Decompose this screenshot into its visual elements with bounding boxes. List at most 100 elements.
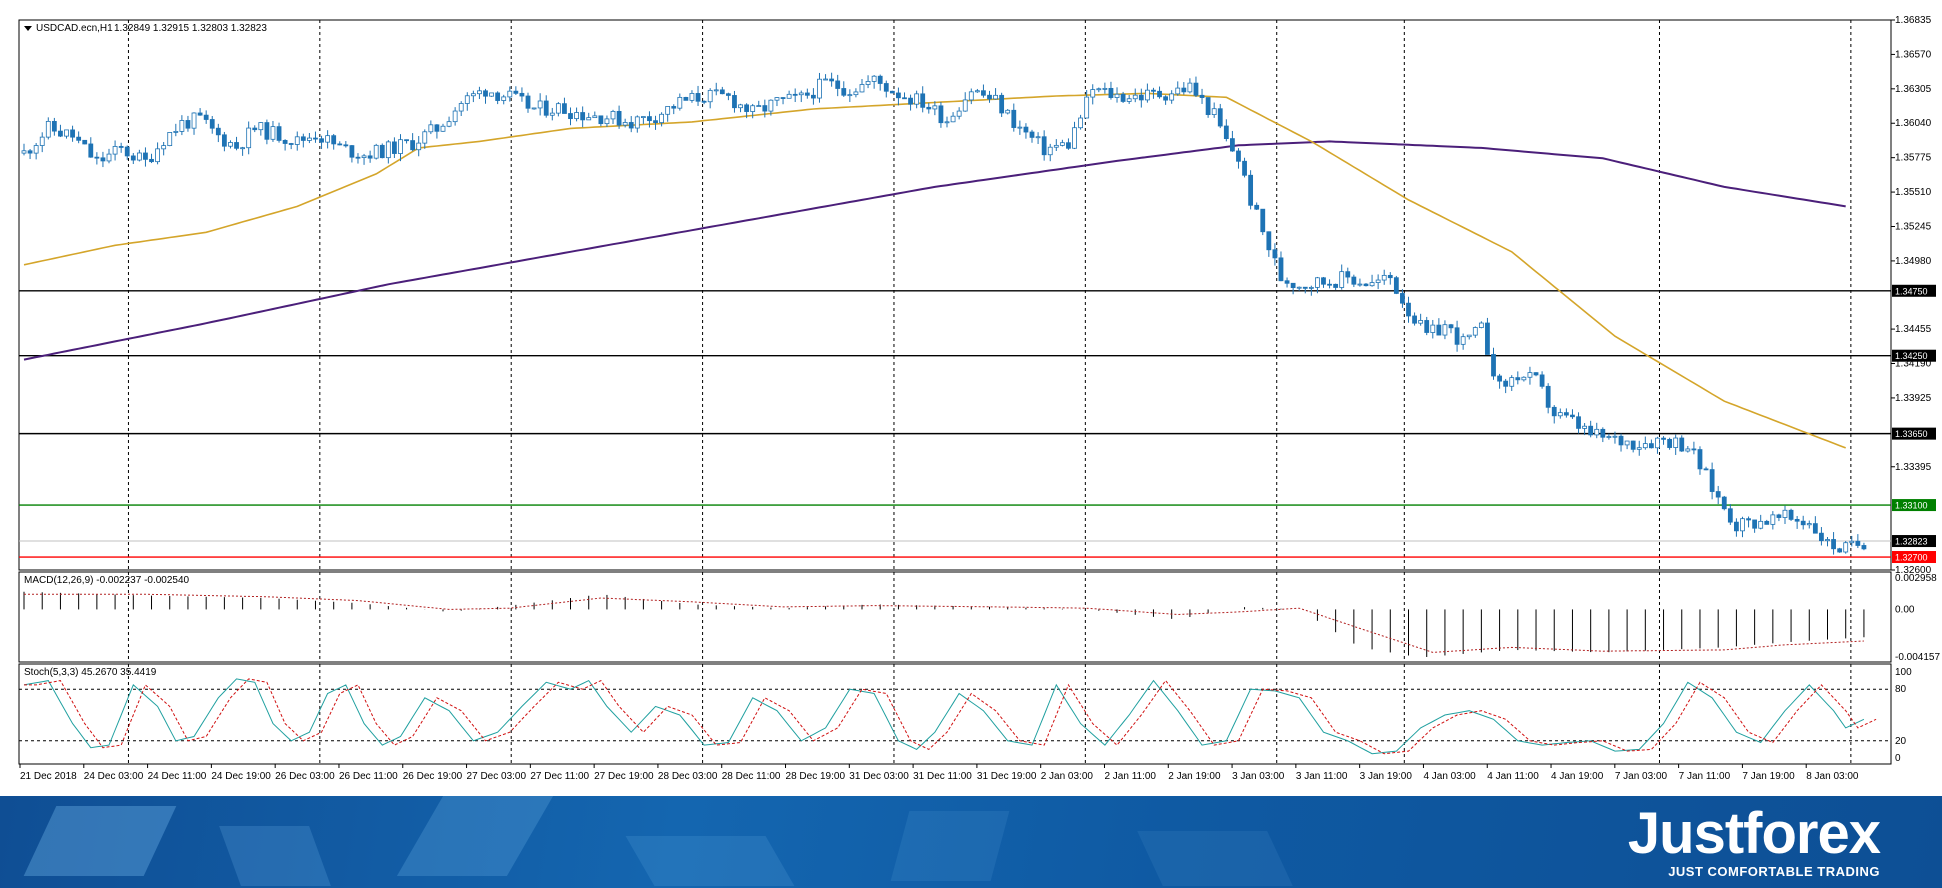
x-tick-label: 2 Jan 03:00	[1041, 771, 1094, 782]
candle-body-up	[1059, 142, 1065, 146]
candle	[33, 142, 39, 160]
candle	[379, 143, 385, 159]
candle-body-up	[136, 152, 142, 161]
candle	[221, 131, 227, 152]
candle	[537, 93, 543, 116]
candle-body-down	[938, 105, 944, 124]
candle-body-down	[1163, 96, 1169, 101]
candle	[1102, 82, 1108, 94]
candle	[1837, 547, 1843, 553]
candle	[1333, 283, 1339, 290]
candle-body-up	[665, 106, 671, 115]
candle-body-down	[1800, 520, 1806, 526]
x-tick-label: 26 Dec 11:00	[339, 771, 398, 782]
candle-body-down	[1709, 469, 1715, 492]
x-tick-label: 8 Jan 03:00	[1806, 771, 1859, 782]
candle	[671, 104, 677, 115]
candle-body-up	[1594, 428, 1600, 436]
level-price-label: 1.33100	[1895, 501, 1928, 511]
candle	[1831, 532, 1836, 555]
candle-body-up	[361, 155, 367, 158]
candle	[1223, 119, 1229, 142]
candle	[768, 99, 774, 116]
x-tick-label: 21 Dec 2018	[20, 771, 77, 782]
candle-body-down	[598, 115, 604, 125]
candle-body-down	[234, 142, 239, 149]
candle	[1746, 516, 1751, 528]
banner-decoration	[625, 836, 795, 886]
candle-body-up	[1606, 436, 1612, 438]
candle-body-down	[215, 127, 221, 136]
candle-body-down	[51, 120, 57, 132]
candle	[495, 91, 501, 105]
candle	[513, 86, 519, 96]
candle	[1400, 289, 1405, 308]
candle-body-down	[1363, 283, 1369, 287]
candle-body-up	[1357, 283, 1363, 286]
candle-body-down	[780, 97, 786, 99]
candle-body-down	[282, 140, 288, 144]
candle	[719, 86, 725, 95]
y-tick-label: 1.32600	[1895, 565, 1932, 576]
candle-body-up	[228, 142, 233, 147]
candle	[331, 133, 337, 150]
candle	[1485, 317, 1490, 355]
candle	[586, 112, 592, 121]
candle	[877, 74, 883, 91]
candle	[689, 90, 695, 103]
candle	[300, 133, 306, 148]
candle	[1782, 505, 1788, 524]
candle	[1005, 108, 1011, 115]
candle-body-down	[1272, 249, 1278, 259]
level-price-tag	[1892, 284, 1936, 297]
candle	[956, 107, 962, 120]
macd-panel-frame	[18, 571, 1892, 663]
candle	[307, 133, 312, 144]
candle	[1211, 102, 1217, 118]
candle-body-up	[950, 115, 956, 123]
x-tick-label: 31 Dec 19:00	[977, 771, 1037, 782]
candle-body-up	[1770, 514, 1776, 525]
candle-body-down	[1236, 150, 1241, 162]
candle-body-up	[1096, 88, 1102, 91]
candle-body-down	[1260, 208, 1266, 233]
candle	[908, 94, 913, 111]
y-tick-label: 1.34980	[1895, 256, 1932, 267]
candle-body-up	[501, 96, 507, 101]
candle-body-up	[1078, 117, 1083, 129]
candle-body-down	[1831, 539, 1836, 550]
candle-body-down	[883, 83, 889, 92]
candle	[1315, 276, 1320, 294]
candle-body-down	[82, 139, 88, 145]
candle-body-up	[240, 147, 246, 150]
banner-decoration	[1137, 831, 1293, 886]
candle	[39, 132, 45, 153]
candle-body-up	[1381, 274, 1387, 281]
candle-body-down	[379, 144, 385, 159]
candle-body-up	[246, 127, 252, 149]
stoch-panel-frame	[18, 663, 1892, 765]
candle-body-down	[1667, 438, 1673, 448]
candle-body-up	[932, 105, 938, 110]
candle-body-up	[622, 122, 628, 126]
candle-body-down	[1066, 142, 1071, 149]
candle-body-up	[452, 110, 458, 123]
candle	[695, 85, 701, 106]
candle-body-down	[1138, 94, 1144, 101]
candle	[1606, 433, 1612, 440]
macd-title: MACD(12,26,9) -0.002237 -0.002540	[24, 575, 190, 586]
candle	[1327, 279, 1332, 289]
stochastic-indicator: 100 80 20 0	[19, 667, 1912, 764]
candle	[756, 100, 762, 107]
candle	[1418, 313, 1424, 326]
candle	[1272, 243, 1278, 266]
x-tick-label: 7 Jan 03:00	[1615, 771, 1668, 782]
candle	[27, 149, 33, 160]
candle-body-down	[1794, 519, 1800, 522]
candle	[21, 143, 27, 156]
candle-body-up	[1114, 93, 1120, 98]
candle-body-down	[1715, 491, 1721, 498]
candle	[1770, 511, 1776, 530]
vertical-gridlines	[127, 20, 1852, 764]
candle	[744, 103, 750, 119]
